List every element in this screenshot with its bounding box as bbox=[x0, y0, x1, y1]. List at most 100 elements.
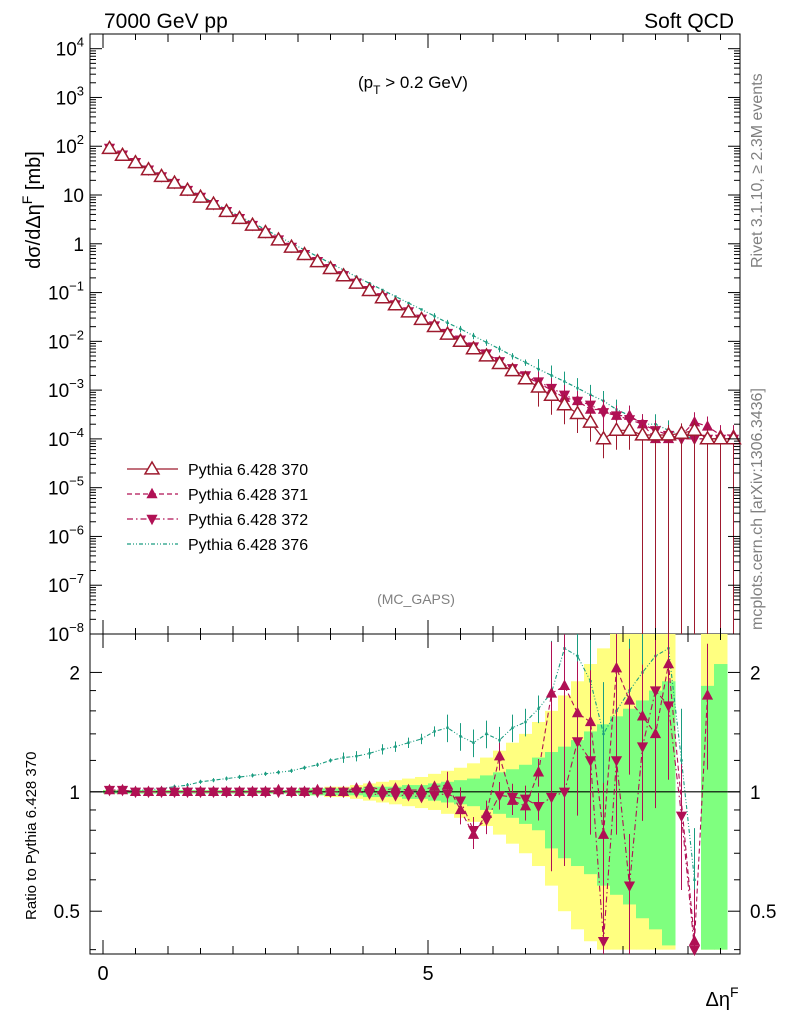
legend-label: Pythia 6.428 370 bbox=[188, 462, 308, 479]
data-point bbox=[355, 754, 358, 758]
main-series-Pythia-6.428-372 bbox=[103, 143, 740, 459]
series-line bbox=[109, 147, 734, 440]
data-point bbox=[545, 687, 558, 698]
data-point bbox=[673, 424, 690, 439]
data-point bbox=[530, 378, 547, 393]
data-point bbox=[519, 799, 532, 811]
data-point bbox=[322, 260, 339, 275]
data-point bbox=[636, 417, 649, 429]
main-series-Pythia-6.428-371 bbox=[103, 141, 740, 634]
ratio-band-stat bbox=[623, 708, 637, 905]
data-point bbox=[693, 878, 696, 882]
data-point bbox=[433, 314, 436, 318]
data-point bbox=[103, 783, 116, 795]
data-point bbox=[485, 341, 488, 344]
data-point bbox=[623, 694, 636, 705]
data-point bbox=[506, 794, 519, 805]
data-point bbox=[634, 426, 651, 441]
mcplots-side-text: mcplots.cern.ch [arXiv:1306.3436] bbox=[749, 388, 766, 630]
data-point bbox=[571, 706, 584, 718]
data-point bbox=[244, 216, 261, 231]
legend-entry: Pythia 6.428 370 bbox=[127, 460, 308, 479]
ratio-band-stat bbox=[480, 775, 494, 810]
data-point bbox=[623, 881, 636, 892]
legend-label: Pythia 6.428 372 bbox=[188, 512, 308, 529]
data-point bbox=[205, 195, 222, 210]
data-point bbox=[181, 785, 194, 797]
data-point bbox=[584, 403, 597, 414]
data-point bbox=[374, 289, 391, 304]
legend-label: Pythia 6.428 371 bbox=[188, 487, 308, 504]
data-point bbox=[413, 311, 430, 326]
data-point bbox=[524, 361, 527, 364]
data-point bbox=[675, 811, 688, 823]
data-point bbox=[114, 146, 131, 162]
data-point bbox=[277, 771, 280, 774]
data-point bbox=[316, 763, 319, 766]
main-series-Pythia-6.428-376 bbox=[108, 147, 735, 634]
data-point bbox=[420, 737, 423, 741]
data-point bbox=[558, 679, 571, 691]
data-point bbox=[699, 430, 716, 445]
data-point bbox=[485, 732, 488, 736]
data-point bbox=[608, 421, 625, 436]
data-point bbox=[511, 726, 514, 730]
data-point bbox=[610, 409, 623, 420]
data-point bbox=[498, 738, 501, 742]
legend-entry: Pythia 6.428 372 bbox=[127, 512, 308, 529]
data-point bbox=[686, 421, 703, 436]
legend: Pythia 6.428 370 Pythia 6.428 371 Pythia 6… bbox=[127, 460, 308, 554]
x-tick-label: 0 bbox=[97, 963, 108, 985]
data-point bbox=[270, 231, 287, 246]
data-point bbox=[576, 654, 579, 658]
data-point bbox=[361, 282, 378, 297]
data-point bbox=[662, 657, 675, 669]
data-point bbox=[545, 792, 558, 804]
data-point bbox=[491, 355, 508, 370]
data-point bbox=[155, 785, 168, 797]
data-point bbox=[647, 426, 664, 441]
series-line bbox=[109, 147, 734, 440]
data-point bbox=[621, 421, 638, 436]
y-tick-label: 10−7 bbox=[48, 571, 84, 597]
data-point bbox=[389, 791, 402, 802]
data-point bbox=[285, 785, 298, 797]
series-line bbox=[109, 147, 734, 440]
data-point bbox=[558, 787, 571, 799]
data-point bbox=[368, 752, 371, 755]
data-point bbox=[597, 403, 610, 414]
data-point bbox=[623, 409, 636, 420]
data-point bbox=[415, 792, 428, 804]
data-point bbox=[478, 347, 495, 362]
y-tick-label: 103 bbox=[56, 83, 84, 109]
data-point bbox=[407, 741, 410, 744]
data-point bbox=[550, 374, 553, 377]
ratio-band-stat bbox=[714, 664, 728, 950]
data-point bbox=[140, 161, 157, 176]
legend-label: Pythia 6.428 376 bbox=[188, 537, 308, 554]
data-point bbox=[153, 167, 170, 183]
data-point bbox=[556, 396, 573, 411]
data-point bbox=[636, 710, 649, 721]
data-point bbox=[238, 775, 241, 779]
data-point bbox=[498, 347, 501, 351]
ratio-band-stat bbox=[649, 690, 663, 930]
data-point bbox=[428, 780, 441, 791]
data-point bbox=[407, 301, 410, 305]
data-point bbox=[433, 730, 436, 733]
data-point bbox=[532, 766, 545, 777]
header-right: Soft QCD bbox=[644, 10, 734, 33]
data-point bbox=[309, 253, 326, 268]
ratio-band-stat bbox=[662, 681, 676, 946]
data-point bbox=[116, 783, 129, 795]
data-point bbox=[186, 783, 189, 787]
data-point bbox=[439, 325, 456, 340]
data-point bbox=[472, 334, 475, 337]
main-series-Pythia-6.428-370 bbox=[101, 139, 742, 634]
ratio-series-Pythia-6.428-371 bbox=[103, 634, 714, 954]
data-point bbox=[415, 783, 428, 795]
data-point bbox=[465, 340, 482, 355]
data-point bbox=[426, 318, 443, 333]
y-tick-label: 1 bbox=[73, 235, 84, 256]
data-point bbox=[389, 782, 402, 793]
